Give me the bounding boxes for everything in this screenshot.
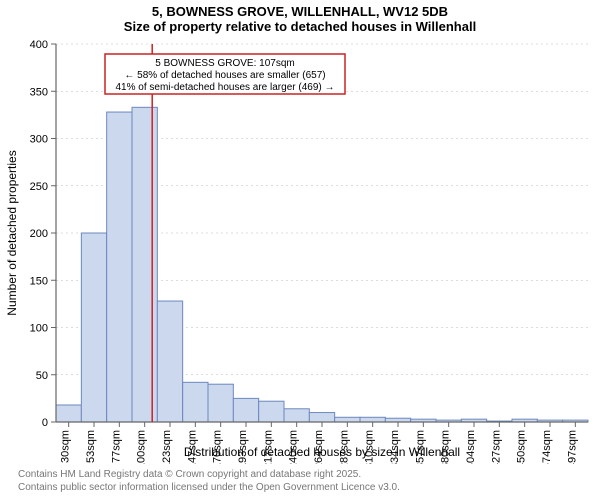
histogram-bar bbox=[360, 417, 385, 422]
y-axis-label: Number of detached properties bbox=[5, 150, 19, 315]
svg-text:100: 100 bbox=[30, 323, 48, 335]
histogram-bar bbox=[259, 401, 284, 422]
x-axis-label: Distribution of detached houses by size … bbox=[184, 445, 460, 459]
footer-attribution: Contains HM Land Registry data © Crown c… bbox=[18, 469, 400, 494]
svg-text:0: 0 bbox=[42, 417, 48, 429]
svg-text:200: 200 bbox=[30, 228, 48, 240]
histogram-bar bbox=[335, 417, 360, 422]
footer-line-1: Contains HM Land Registry data © Crown c… bbox=[18, 469, 400, 482]
svg-text:77sqm: 77sqm bbox=[110, 430, 122, 463]
annotation-line: 5 BOWNESS GROVE: 107sqm bbox=[155, 58, 295, 69]
title-block: 5, BOWNESS GROVE, WILLENHALL, WV12 5DB S… bbox=[0, 0, 600, 34]
histogram-bar bbox=[81, 233, 106, 422]
title-line-2: Size of property relative to detached ho… bbox=[0, 19, 600, 34]
svg-text:50: 50 bbox=[36, 370, 48, 382]
svg-text:123sqm: 123sqm bbox=[161, 430, 173, 464]
histogram-bar bbox=[107, 112, 132, 422]
svg-text:474sqm: 474sqm bbox=[541, 430, 553, 464]
histogram-bar bbox=[309, 413, 334, 422]
svg-text:30sqm: 30sqm bbox=[60, 430, 72, 463]
svg-text:497sqm: 497sqm bbox=[566, 430, 578, 464]
title-line-1: 5, BOWNESS GROVE, WILLENHALL, WV12 5DB bbox=[0, 4, 600, 19]
svg-text:350: 350 bbox=[30, 86, 48, 98]
svg-text:100sqm: 100sqm bbox=[136, 430, 148, 464]
annotation-line: ← 58% of detached houses are smaller (65… bbox=[124, 70, 325, 81]
histogram-bar bbox=[284, 409, 309, 422]
footer-line-2: Contains public sector information licen… bbox=[18, 482, 400, 495]
svg-text:250: 250 bbox=[30, 181, 48, 193]
svg-text:400: 400 bbox=[30, 39, 48, 51]
histogram-bar bbox=[233, 398, 258, 422]
svg-text:150: 150 bbox=[30, 275, 48, 287]
svg-text:450sqm: 450sqm bbox=[516, 430, 528, 464]
svg-text:404sqm: 404sqm bbox=[465, 430, 477, 464]
svg-text:427sqm: 427sqm bbox=[490, 430, 502, 464]
svg-text:300: 300 bbox=[30, 134, 48, 146]
histogram-chart: 0 50 100 150 200 250 300 350 400 30sqm 53sqm 77sqm 1… bbox=[0, 34, 600, 464]
histogram-bar bbox=[208, 384, 233, 422]
histogram-bar bbox=[157, 301, 182, 422]
histogram-bar bbox=[132, 107, 157, 422]
histogram-bar bbox=[183, 382, 208, 422]
histogram-bar bbox=[56, 405, 81, 422]
annotation-line: 41% of semi-detached houses are larger (… bbox=[115, 82, 334, 93]
svg-text:53sqm: 53sqm bbox=[85, 430, 97, 463]
chart-container: 5, BOWNESS GROVE, WILLENHALL, WV12 5DB S… bbox=[0, 0, 600, 500]
